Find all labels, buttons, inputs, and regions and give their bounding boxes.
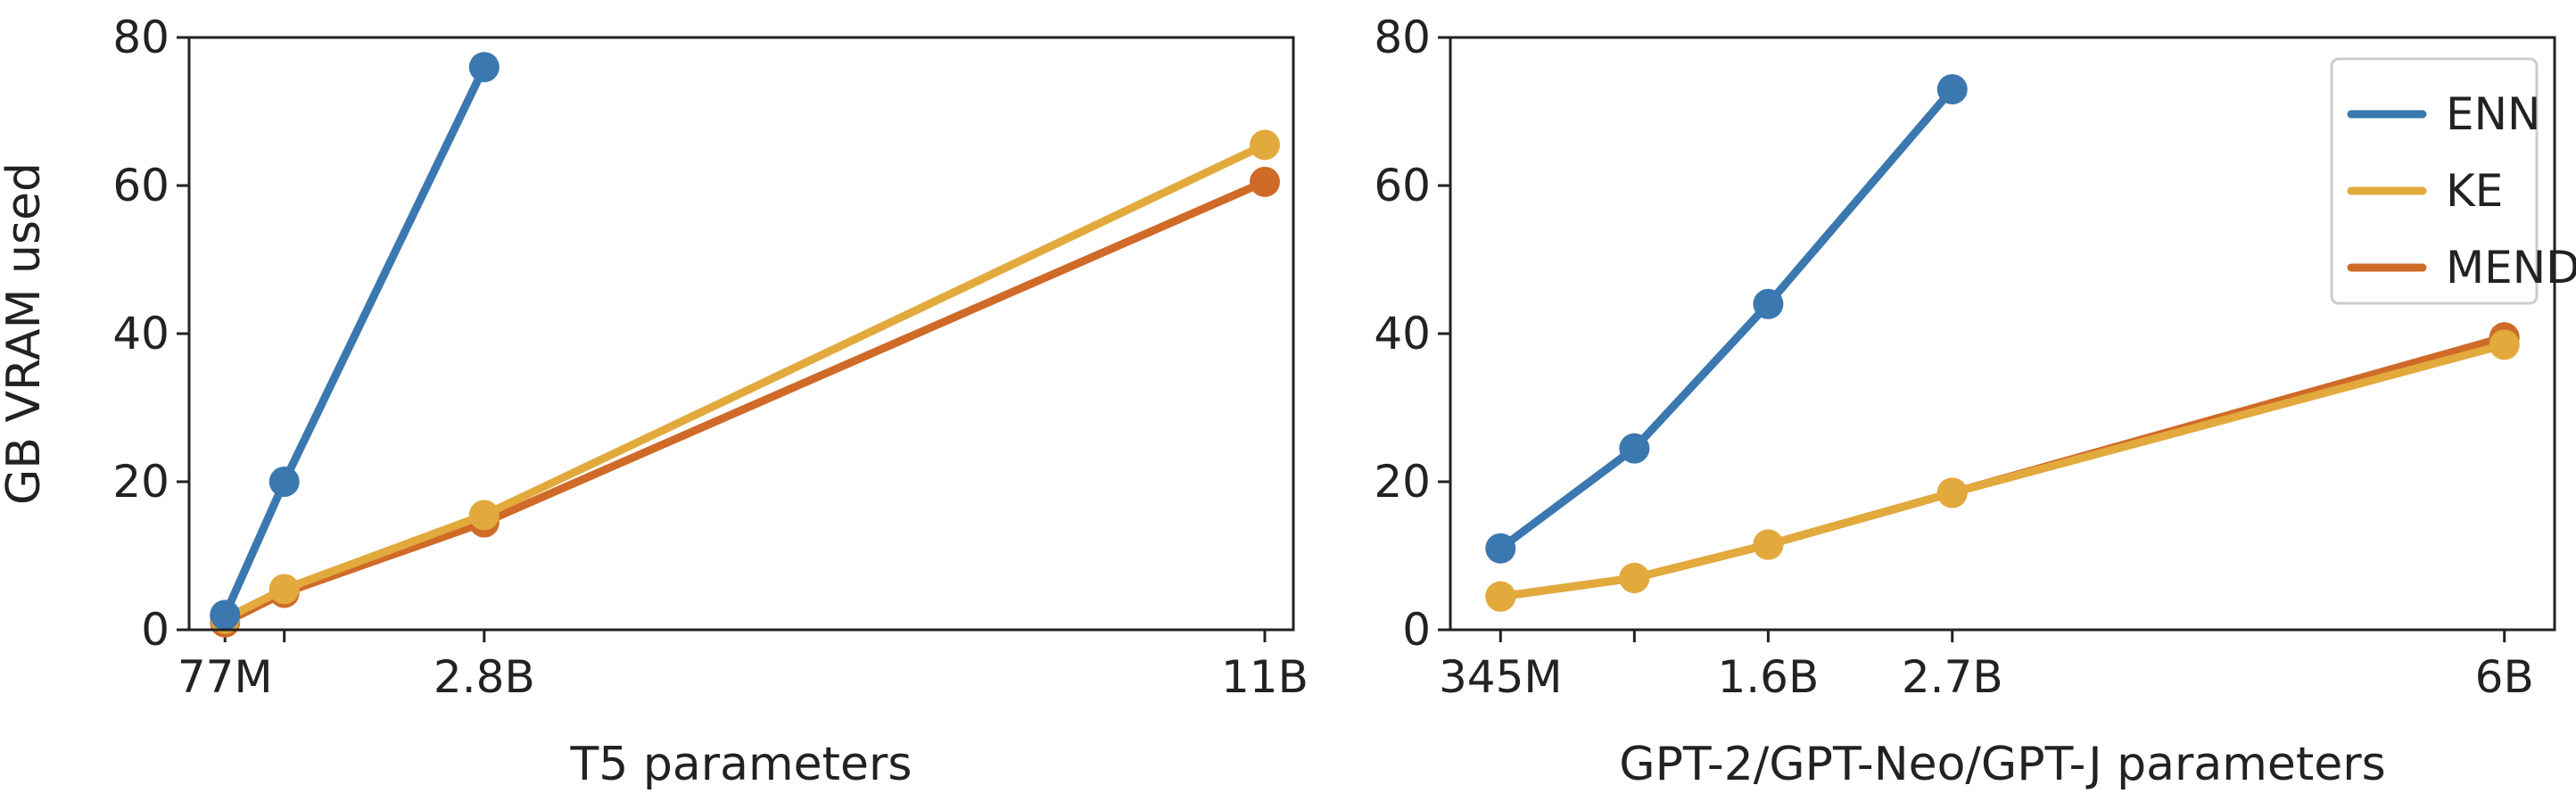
data-point-enn <box>210 599 241 631</box>
series-ke <box>1485 329 2520 612</box>
legend-box <box>2330 57 2539 305</box>
x-axis-label: GPT-2/GPT-Neo/GPT-J parameters <box>1619 738 2385 791</box>
data-point-mend <box>1249 166 1280 197</box>
data-point-ke <box>1936 477 1968 508</box>
y-tick-label: 80 <box>112 12 169 63</box>
data-point-enn <box>468 52 500 83</box>
x-tick-label: 2.7B <box>1902 651 2003 703</box>
x-axis-label: T5 parameters <box>570 738 912 791</box>
x-tick-label: 2.8B <box>433 651 535 703</box>
plot-frame <box>187 36 1295 632</box>
data-point-ke <box>1753 529 1784 560</box>
legend: ENN KE MEND <box>2330 57 2576 305</box>
x-tick-label: 345M <box>1439 651 1563 703</box>
series-line-mend <box>1496 333 2509 601</box>
x-tick-label: 6B <box>2475 651 2534 703</box>
series-line-ke <box>1496 340 2509 601</box>
y-tick-label: 60 <box>112 160 169 211</box>
series-line-ke <box>220 140 1269 624</box>
data-point-ke <box>268 574 300 605</box>
data-point-enn <box>1936 74 1968 105</box>
x-tick-label: 11B <box>1221 651 1309 703</box>
y-tick-label: 40 <box>1374 308 1431 360</box>
series-ke <box>210 129 1280 634</box>
series-mend <box>210 166 1280 638</box>
data-point-ke <box>1485 581 1516 612</box>
y-tick-label: 0 <box>1402 604 1431 656</box>
series-enn <box>210 52 500 631</box>
series-enn <box>1485 74 1968 564</box>
y-tick-label: 20 <box>1374 456 1431 508</box>
data-point-ke <box>468 500 500 531</box>
chart-panel-2: 0 20 40 60 80 345M 1.6B 2.7B 6B GPT-2/GPT-Neo/GPT… <box>1374 12 2576 791</box>
data-point-enn <box>1619 433 1650 464</box>
x-tick-label: 1.6B <box>1717 651 1819 703</box>
y-tick-label: 80 <box>1374 12 1431 63</box>
y-axis-label: GB VRAM used <box>0 162 51 505</box>
series-line-enn <box>1496 85 1957 553</box>
data-point-ke <box>1619 562 1650 593</box>
data-point-ke <box>2489 329 2520 360</box>
plot-frame <box>1449 36 2556 632</box>
data-point-enn <box>1485 533 1516 564</box>
legend-label-enn: ENN <box>2446 88 2540 140</box>
y-tick-label: 40 <box>112 308 169 360</box>
y-tick-label: 0 <box>141 604 169 656</box>
legend-label-mend: MEND <box>2446 242 2576 293</box>
x-tick-label: 77M <box>178 651 273 703</box>
chart-panel-1: 0 20 40 60 80 77M 2.8B 11B T5 parameters GB VRAM … <box>0 12 1309 791</box>
data-point-enn <box>268 467 300 497</box>
data-point-enn <box>1753 288 1784 319</box>
legend-label-ke: KE <box>2446 165 2503 217</box>
y-tick-label: 60 <box>1374 160 1431 211</box>
data-point-ke <box>1249 129 1280 161</box>
y-tick-label: 20 <box>112 456 169 508</box>
